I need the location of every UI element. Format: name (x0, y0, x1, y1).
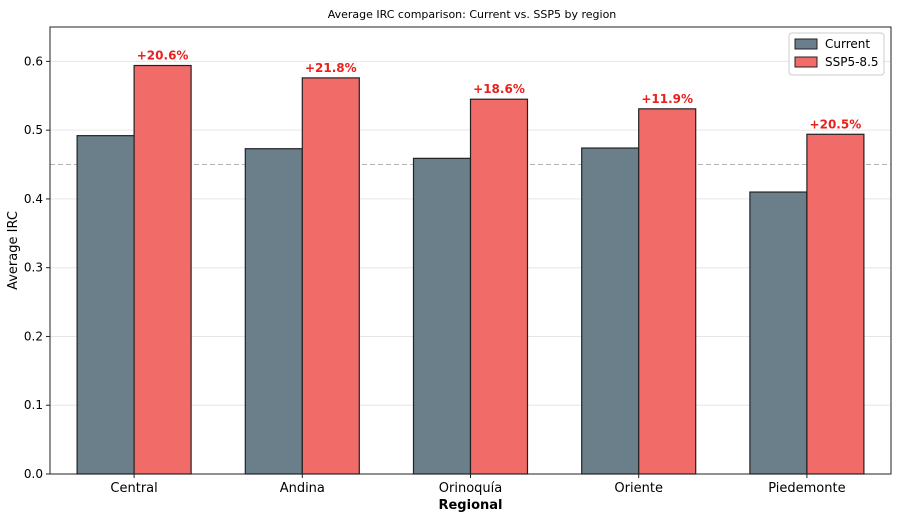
legend-swatch-ssp5 (794, 56, 818, 68)
y-tick-label: 0.6 (24, 54, 43, 68)
bar-ssp5 (469, 98, 529, 475)
x-tick-label: Andina (280, 481, 325, 496)
bar-current (412, 157, 472, 475)
x-tick-label: Oriente (614, 481, 663, 496)
bar-ssp5 (806, 133, 865, 475)
y-tick-label: 0.0 (24, 467, 43, 481)
y-tick-label: 0.5 (24, 123, 43, 137)
legend-swatch-current (794, 38, 818, 50)
percent-labels-layer: +20.6% +21.8% +18.6% +11.9% +20.5% (137, 49, 861, 132)
y-axis-title: Average IRC (6, 211, 21, 290)
percent-change-label: +11.9% (641, 92, 693, 106)
percent-change-label: +20.5% (810, 117, 862, 131)
x-tick-label: Piedemonte (768, 481, 845, 496)
bar-ssp5 (133, 64, 192, 475)
bar-ssp5 (638, 108, 697, 475)
bar-current (581, 147, 640, 475)
y-tick-label: 0.2 (24, 329, 43, 343)
x-tick-label: Central (110, 481, 157, 496)
bar-current (244, 148, 303, 475)
legend: Current SSP5-8.5 (788, 32, 885, 76)
chart-title: Average IRC comparison: Current vs. SSP5… (328, 8, 617, 21)
bar-current (76, 135, 135, 475)
y-tick-label: 0.3 (24, 261, 43, 275)
legend-label-ssp5: SSP5-8.5 (825, 55, 879, 69)
x-tick-label: Orinoquía (439, 481, 502, 496)
percent-change-label: +21.8% (305, 61, 357, 75)
x-axis-ticks: Central Andina Orinoquía Oriente Piedemonte (110, 474, 846, 496)
y-axis-ticks: 0.0 0.1 0.2 0.3 0.4 0.5 0.6 (24, 54, 50, 481)
y-tick-label: 0.4 (24, 192, 43, 206)
percent-change-label: +18.6% (473, 82, 525, 96)
legend-label-current: Current (825, 37, 870, 51)
bar-current (749, 191, 808, 475)
y-tick-label: 0.1 (24, 398, 43, 412)
bar-ssp5 (301, 77, 360, 475)
x-axis-title: Regional (438, 498, 502, 513)
percent-change-label: +20.6% (137, 49, 189, 63)
bars-layer (76, 64, 865, 475)
